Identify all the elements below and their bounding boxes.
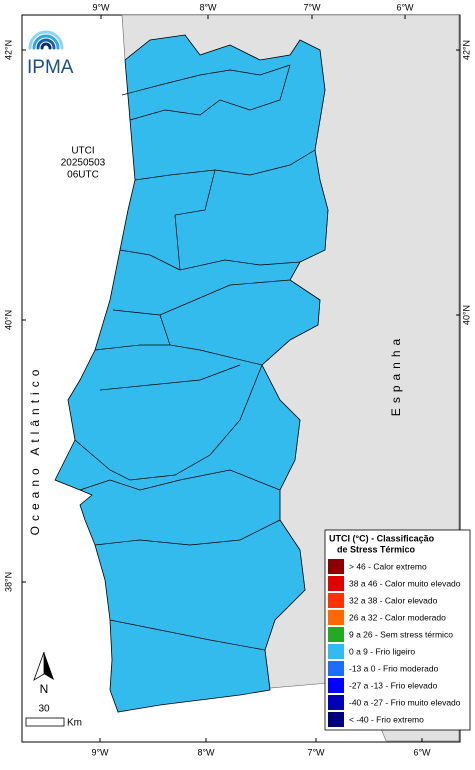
- legend-title: de Stress Térmico: [337, 544, 416, 554]
- legend-box: [324, 529, 471, 731]
- lon-label-top: 6°W: [396, 2, 414, 12]
- scale-distance: 30: [38, 704, 50, 715]
- logo: [28, 30, 64, 50]
- legend-swatch: [328, 627, 344, 642]
- info-line: UTCI: [71, 146, 94, 157]
- legend-label: -27 a -13 - Frio elevado: [349, 680, 438, 690]
- legend-swatch: [328, 695, 344, 710]
- district-borders: [74, 64, 316, 651]
- legend-swatch: [328, 661, 344, 676]
- legend-swatch: [328, 559, 344, 574]
- legend-swatch: [328, 678, 344, 693]
- lon-label-top: 8°W: [199, 2, 217, 12]
- lon-label-bottom: 9°W: [91, 747, 109, 757]
- scale-unit: Km: [67, 718, 82, 729]
- legend-label: -40 a -27 - Frio muito elevado: [349, 697, 461, 707]
- country-label: Espanha: [389, 334, 403, 416]
- ocean-label: Oceano Atlântico: [28, 365, 42, 536]
- info-line: 20250503: [61, 158, 106, 169]
- legend-label: 26 a 32 - Calor moderado: [349, 612, 446, 622]
- lat-label-left: 42°N: [3, 40, 13, 60]
- lon-label-top: 7°W: [303, 2, 321, 12]
- legend-label: 0 a 9 - Frio ligeiro: [349, 646, 415, 656]
- legend-swatch: [328, 610, 344, 625]
- lat-label-right: 42°N: [461, 40, 471, 60]
- legend-label: < -40 - Frio extremo: [349, 714, 424, 724]
- info-line: 06UTC: [67, 170, 99, 181]
- legend-swatch: [328, 593, 344, 608]
- scale-bar: [25, 717, 65, 727]
- legend-label: 9 a 26 - Sem stress térmico: [349, 629, 453, 639]
- lat-label-right: 40°N: [461, 305, 471, 325]
- lon-label-top: 9°W: [92, 2, 110, 12]
- lat-label-left: 40°N: [3, 310, 13, 330]
- north-arrow: [33, 651, 54, 681]
- legend-swatch: [328, 644, 344, 659]
- legend-label: 38 a 46 - Calor muito elevado: [349, 578, 461, 588]
- legend-label: 32 a 38 - Calor elevado: [349, 595, 438, 605]
- legend-swatch: [328, 576, 344, 591]
- legend-title: UTCI (°C) - Classificação: [329, 533, 435, 543]
- lon-label-bottom: 6°W: [413, 747, 431, 757]
- axes: 9°W 8°W 7°W 6°W 9°W 8°W 7°W 6°W 42°N 40°N 38°N 42°N…: [3, 2, 471, 757]
- lon-label-bottom: 8°W: [197, 747, 215, 757]
- legend-swatch: [328, 712, 344, 727]
- legend-label: -13 a 0 - Frio moderado: [349, 663, 439, 673]
- lon-label-bottom: 7°W: [307, 747, 325, 757]
- north-label: N: [40, 682, 49, 696]
- legend-label: > 46 - Calor extremo: [349, 561, 427, 571]
- logo-text: IPMA: [27, 57, 74, 78]
- lat-label-left: 38°N: [3, 572, 13, 592]
